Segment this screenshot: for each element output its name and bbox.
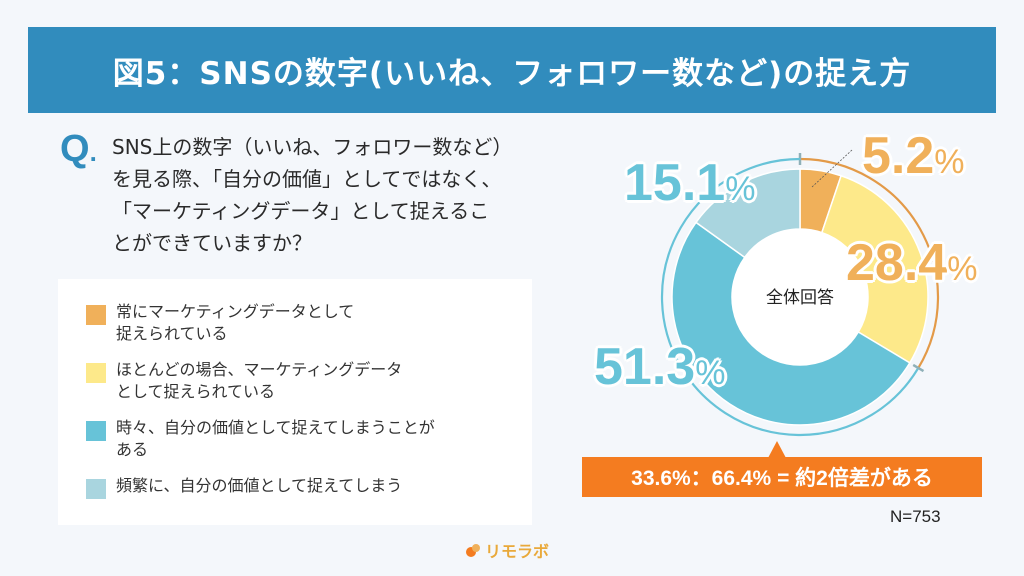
legend-label: 時々、自分の価値として捉えてしまうことが ある [116, 418, 435, 459]
data-label-5-2: 5.2% [862, 127, 965, 185]
group-bracket-arc [660, 157, 920, 437]
logo-text: リモラボ [485, 542, 550, 561]
comparison-callout: 33.6%：66.4% = 約2倍差がある [582, 457, 982, 497]
data-label-51-3: 51.3% [594, 338, 726, 396]
donut-chart [660, 149, 940, 437]
legend-label: ほとんどの場合、マーケティングデータ として捉えられている [116, 360, 403, 401]
group-brackets [660, 153, 940, 437]
legend-swatch-orange [86, 305, 106, 325]
legend-item: 常にマーケティングデータとして 捉えられている [86, 301, 496, 345]
page-title-banner: 図5：SNSの数字(いいね、フォロワー数など)の捉え方 [28, 27, 996, 113]
chart-legend: 常にマーケティングデータとして 捉えられている ほとんどの場合、マーケティングデ… [58, 279, 532, 525]
logo-mark-icon [466, 544, 482, 557]
donut-segments [671, 168, 929, 426]
legend-item: 頻繁に、自分の価値として捉えてしまう [86, 475, 496, 499]
legend-label: 頻繁に、自分の価値として捉えてしまう [116, 476, 403, 495]
callout-pointer [768, 441, 786, 458]
legend-label: 常にマーケティングデータとして 捉えられている [116, 302, 355, 343]
legend-swatch-blue [86, 421, 106, 441]
legend-item: ほとんどの場合、マーケティングデータ として捉えられている [86, 359, 496, 403]
legend-swatch-yellow [86, 363, 106, 383]
legend-item: 時々、自分の価値として捉えてしまうことが ある [86, 417, 496, 461]
brand-logo: リモラボ [466, 538, 549, 562]
question-text: SNS上の数字（いいね、フォロワー数など） を見る際、「自分の価値」としてではな… [112, 135, 513, 255]
data-label-28-4: 28.4% [846, 234, 978, 292]
sample-size: N=753 [890, 507, 941, 526]
legend-swatch-light-blue [86, 479, 106, 499]
callout-text: 33.6%：66.4% = 約2倍差がある [631, 467, 933, 490]
question-mark-icon: Q. [60, 128, 97, 170]
donut-center-label: 全体回答 [766, 288, 834, 308]
bracket-tick [912, 363, 925, 373]
group-bracket-arc [799, 157, 940, 369]
page-title: 図5：SNSの数字(いいね、フォロワー数など)の捉え方 [112, 55, 912, 92]
data-label-15-1: 15.1% [624, 154, 756, 212]
